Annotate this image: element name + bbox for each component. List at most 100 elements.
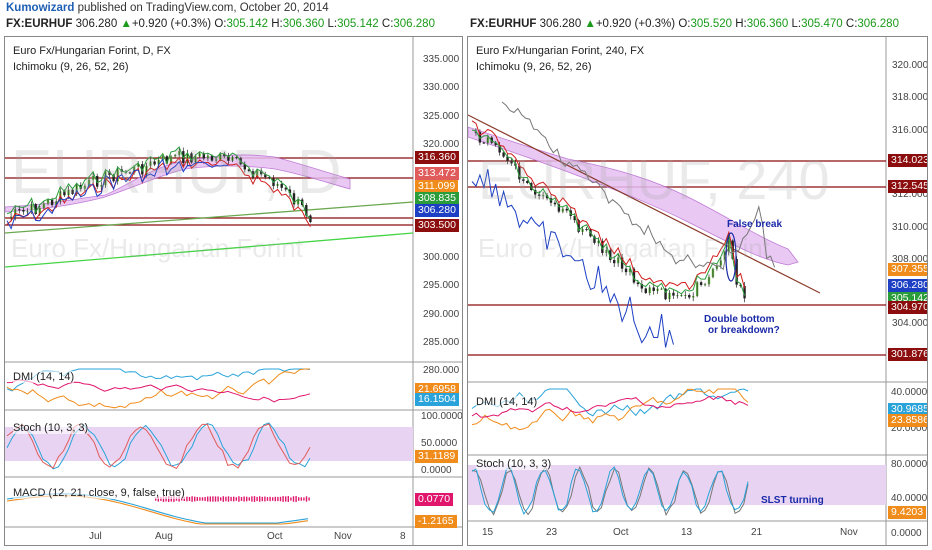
macd-bar: [212, 496, 214, 502]
time-axis-label: Jul: [89, 531, 102, 542]
author-link[interactable]: Kumowizard: [6, 2, 75, 14]
macd-bar: [170, 496, 172, 502]
time-axis-label: 21: [751, 527, 763, 538]
price-tag: 316.360: [415, 151, 459, 164]
price-axis-label: 280.000: [423, 365, 460, 377]
tenkan-line: [6, 146, 311, 220]
dmi-tag: 21.6958: [415, 383, 459, 396]
stoch-d-line: [471, 466, 749, 515]
macd-bar: [235, 497, 237, 501]
last-price: 306.280: [75, 18, 118, 30]
price-axis-label: 310.000: [892, 221, 928, 233]
trendline[interactable]: [468, 114, 821, 294]
right-quote-line: FX:EURHUF 306.280 ▲+0.920 (+0.3%) O:305.…: [470, 18, 899, 32]
macd-bar: [233, 496, 235, 502]
macd-bar: [295, 496, 297, 502]
last-price: 306.280: [539, 18, 582, 30]
adx-line: [6, 379, 311, 403]
stoch-label[interactable]: Stoch (10, 3, 3): [13, 422, 89, 434]
macd-tag: -1.2165: [415, 515, 457, 528]
macd-bar: [243, 496, 245, 502]
time-axis-label: Nov: [840, 527, 858, 538]
dmi-tag: 30.9685: [888, 403, 927, 416]
macd-bar: [183, 496, 185, 502]
dmi-label[interactable]: DMI (14, 14): [476, 396, 538, 408]
macd-bar: [220, 497, 222, 501]
dmi-minus-line: [471, 388, 749, 431]
price-tag: 313.472: [415, 167, 459, 180]
ichimoku-cloud: [5, 154, 351, 213]
tenkan-line: [471, 129, 746, 296]
open-label: O:: [678, 18, 691, 30]
macd-bar: [303, 497, 305, 501]
stoch-k-line: [6, 422, 311, 470]
chart-title: Euro Fx/Hungarian Forint, D, FX: [13, 45, 171, 57]
macd-bar: [292, 496, 295, 502]
symbol[interactable]: FX:EURHUF: [6, 18, 73, 30]
macd-bar: [282, 496, 284, 502]
time-axis-label: 15: [482, 527, 494, 538]
right-chart-panel[interactable]: EURHUF, 240 Euro Fx/Hungarian Forint Eur…: [467, 36, 928, 546]
macd-bar: [173, 496, 175, 502]
price-axis-label: 335.000: [423, 54, 460, 65]
dmi-axis-label: 20.0000: [891, 423, 928, 434]
stoch-label[interactable]: Stoch (10, 3, 3): [476, 458, 552, 470]
macd-bar: [222, 496, 224, 502]
chikou-line: [6, 158, 229, 230]
macd-bar: [201, 497, 204, 501]
macd-bar: [186, 496, 188, 502]
low-label: L:: [327, 18, 338, 30]
stoch-axis-label: 100.0000: [421, 411, 463, 422]
stoch-d-line: [6, 423, 311, 470]
price-axis-label: 285.000: [423, 337, 460, 348]
indicator-label[interactable]: Ichimoku (9, 26, 52, 26): [476, 61, 592, 73]
adx-line: [471, 395, 749, 418]
left-chart-panel[interactable]: EURHUF, D Euro Fx/Hungarian Forint Euro …: [4, 36, 463, 546]
time-axis-label: Oct: [613, 527, 629, 538]
price-tag: 307.355: [888, 263, 927, 276]
price-axis-label: 312.000: [892, 189, 928, 201]
trendline[interactable]: [5, 232, 414, 268]
dmi-label[interactable]: DMI (14, 14): [13, 371, 75, 383]
macd-bar: [165, 496, 167, 502]
macd-bar: [290, 497, 292, 501]
stoch-axis-label: 0.0000: [421, 465, 452, 476]
dmi-tag: 23.8586: [888, 414, 927, 427]
macd-bar: [259, 496, 261, 502]
publisher-line: Kumowizard published on TradingView.com,…: [6, 2, 329, 16]
symbol[interactable]: FX:EURHUF: [470, 18, 537, 30]
stoch-tag: 9.4203: [888, 506, 927, 519]
left-chart-canvas[interactable]: [5, 37, 463, 546]
macd-bar: [162, 496, 165, 502]
stoch-tag: 31.1189: [415, 450, 459, 463]
trendline[interactable]: [5, 201, 414, 234]
price-axis-label: 318.000: [892, 92, 928, 104]
macd-bar: [266, 497, 269, 501]
price-tag: 312.545: [888, 180, 927, 193]
breakdown-annotation: or breakdown?: [708, 325, 780, 336]
low-value: 305.470: [801, 18, 843, 30]
price-tag: 308.835: [415, 192, 459, 205]
macd-bar: [178, 496, 180, 502]
indicator-label[interactable]: Ichimoku (9, 26, 52, 26): [13, 61, 129, 73]
dmi-tag: 16.1504: [415, 393, 459, 406]
stoch-k-line: [471, 465, 749, 517]
published-text: published on TradingView.com, October 20…: [74, 2, 329, 14]
macd-bar: [248, 497, 250, 501]
macd-bar: [264, 496, 266, 502]
close-label: C:: [381, 18, 394, 30]
macd-bar: [240, 497, 243, 501]
macd-label[interactable]: MACD (12, 21, close, 9, false, true): [13, 487, 185, 499]
price-tag: 314.023: [888, 154, 927, 167]
macd-bar: [225, 496, 227, 502]
open-label: O:: [214, 18, 227, 30]
time-axis-label: Oct: [267, 531, 283, 542]
up-arrow-icon: ▲: [120, 18, 132, 30]
price-axis-label: 290.000: [423, 308, 460, 320]
right-chart-canvas[interactable]: [468, 37, 928, 546]
macd-bar: [251, 496, 253, 502]
open-value: 305.142: [226, 18, 269, 30]
dmi-minus-line: [6, 368, 310, 409]
price-tag: 306.280: [888, 279, 927, 292]
stoch-axis-label: 40.0000: [891, 493, 928, 504]
